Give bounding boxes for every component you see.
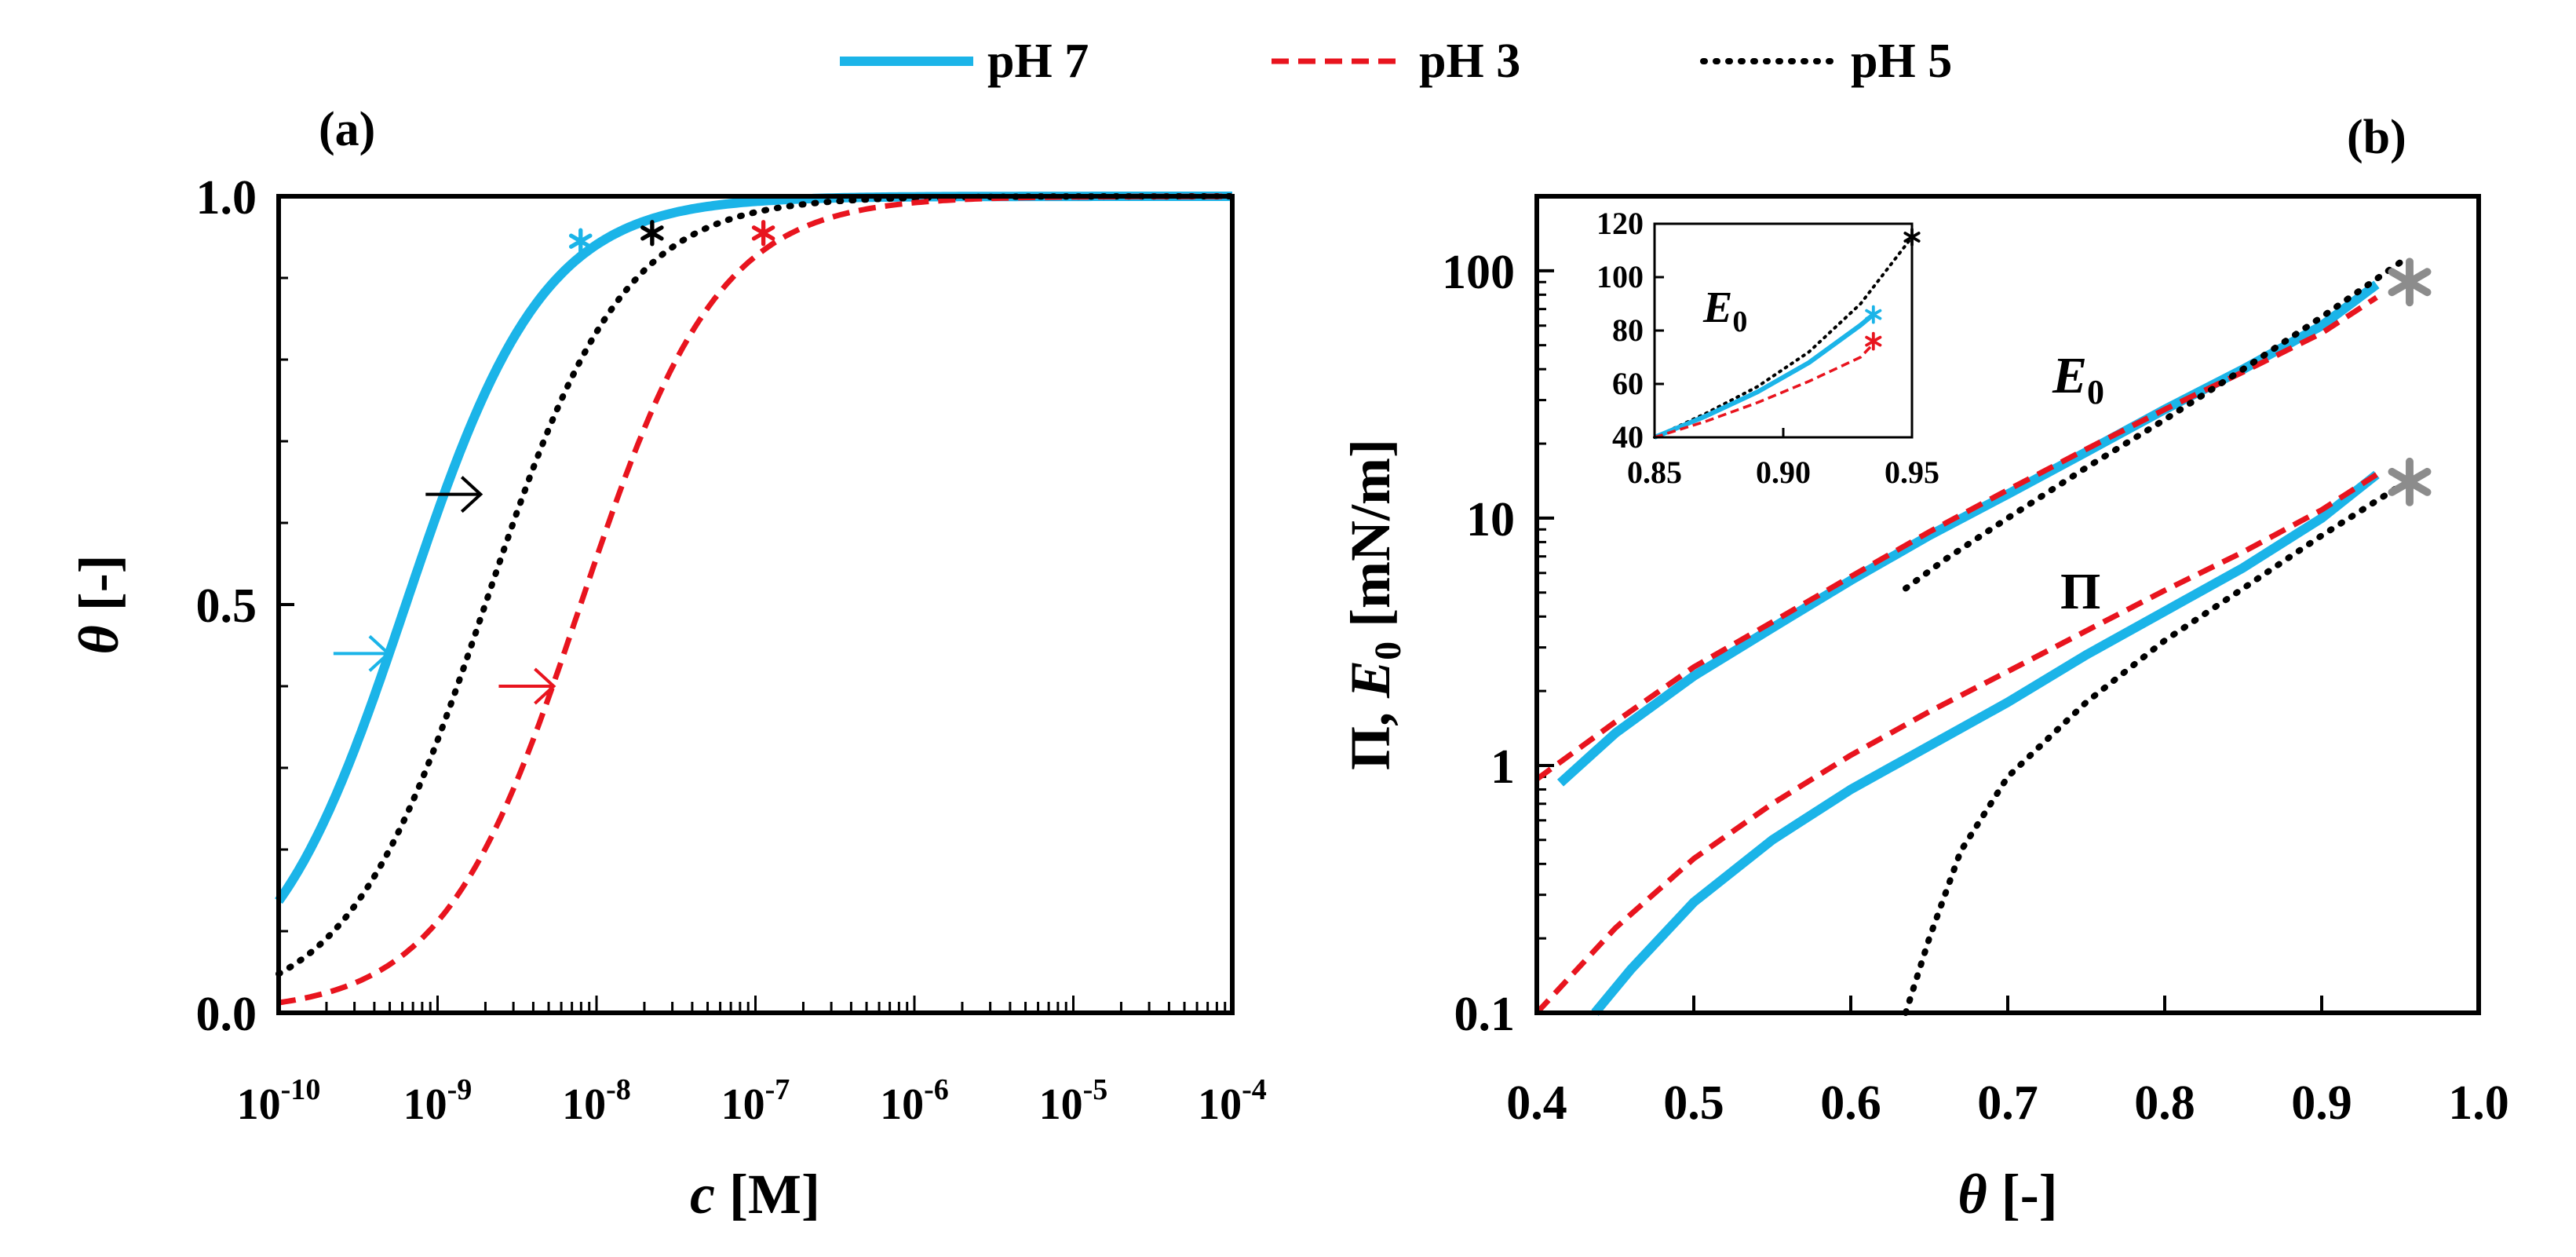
chart-b: 0.4 0.5 0.6 0.7 0.8 0.9 1.0 0.1 1 10 100 E0 Π θ [-…: [1339, 194, 2509, 1226]
chart-b-xtick-label: 0.5: [1663, 1076, 1724, 1130]
inset-chart: 0.85 0.90 0.95 40 60 80 100 120 E0: [1554, 206, 1939, 490]
inset-ytick-label: 120: [1596, 206, 1644, 241]
chart-b-ytick-label: 100: [1442, 246, 1515, 299]
inset-series-ph5: [1653, 236, 1914, 439]
chart-a-xtick-label: 10-4: [1198, 1073, 1267, 1129]
inset-frame: [1653, 222, 1914, 439]
chart-b-xtick-label: 1.0: [2448, 1076, 2509, 1130]
chart-a-xtick-label: 10-10: [237, 1073, 321, 1129]
chart-b-series-pi-ph7: [1591, 470, 2380, 1016]
chart-a-arrow-ph7: [333, 634, 391, 672]
chart-a-star-ph5: [640, 220, 664, 247]
inset-star-ph7: [1865, 305, 1882, 324]
chart-b-xtick-label: 0.4: [1506, 1076, 1567, 1130]
chart-a-series-ph5: [275, 193, 1235, 977]
chart-b-ytick-label: 0.1: [1454, 988, 1516, 1041]
chart-a-xlabel: c [M]: [690, 1163, 820, 1226]
inset-xtick-label: 0.95: [1885, 455, 1939, 490]
curve-label-e0: E0: [2052, 347, 2104, 411]
curve-label-pi: Π: [2060, 563, 2100, 620]
legend: pH 7 pH 3 pH 5: [840, 35, 1952, 88]
chart-a-series-ph7: [275, 192, 1234, 904]
chart-a-star-ph7: [568, 228, 593, 254]
inset-curve-label-e0: E0: [1702, 283, 1747, 338]
inset-series-ph7: [1653, 312, 1875, 440]
chart-a: 10-10 10-9 10-8 10-7 10-6 10-5 10-4 0.0 0.5 1.0 c…: [68, 171, 1267, 1226]
chart-b-xtick-label: 0.9: [2291, 1076, 2352, 1130]
chart-b-xtick-label: 0.7: [1977, 1076, 2038, 1130]
legend-label-ph5: pH 5: [1851, 35, 1952, 88]
inset-xtick-label: 0.90: [1756, 455, 1811, 490]
chart-a-xtick-label: 10-8: [562, 1073, 631, 1129]
inset-ytick-label: 100: [1596, 259, 1644, 294]
chart-a-ytick-label: 1.0: [196, 171, 257, 225]
chart-b-series-pi-ph5: [1903, 482, 2403, 1016]
chart-b-ylabel: Π, E0 [mN/m]: [1339, 439, 1409, 770]
inset-ytick-label: 80: [1612, 312, 1644, 348]
inset-xtick-label: 0.85: [1627, 455, 1682, 490]
chart-a-xtick-label: 10-6: [880, 1073, 949, 1129]
chart-a-xtick-label: 10-9: [403, 1073, 473, 1129]
chart-a-frame: [276, 194, 1235, 1015]
legend-label-ph3: pH 3: [1419, 35, 1520, 88]
chart-b-star-e0: [2388, 258, 2432, 307]
panel-label-a: (a): [319, 103, 375, 156]
chart-b-xtick-label: 0.8: [2134, 1076, 2195, 1130]
inset-ytick-label: 60: [1612, 366, 1644, 401]
chart-b-ytick-label: 10: [1466, 493, 1515, 546]
chart-a-arrow-ph3: [498, 667, 556, 705]
chart-a-series-ph3: [278, 193, 1232, 1006]
chart-a-ytick-label: 0.5: [196, 579, 257, 633]
chart-b-series-pi-ph3: [1534, 472, 2378, 1015]
chart-b-xlabel: θ [-]: [1958, 1163, 2057, 1226]
chart-b-star-pi: [2388, 457, 2432, 506]
chart-b-frame: [1534, 194, 2481, 1015]
chart-b-ytick-label: 1: [1491, 740, 1515, 794]
chart-b-series-e0-ph5: [1903, 259, 2403, 592]
chart-a-ytick-label: 0.0: [196, 988, 257, 1041]
chart-b-xtick-label: 0.6: [1820, 1076, 1881, 1130]
inset-series-ph3: [1654, 342, 1875, 439]
legend-label-ph7: pH 7: [987, 35, 1089, 88]
chart-a-xtick-label: 10-7: [721, 1073, 790, 1129]
inset-ytick-label: 40: [1612, 419, 1644, 455]
inset-star-ph3: [1865, 331, 1882, 351]
panel-label-b: (b): [2347, 111, 2406, 164]
chart-a-xtick-label: 10-5: [1039, 1073, 1108, 1129]
chart-a-star-ph3: [751, 220, 775, 247]
chart-b-series-e0-ph3: [1534, 294, 2378, 782]
chart-a-ylabel: θ [-]: [68, 554, 130, 654]
chart-a-arrow-ph5: [425, 476, 483, 513]
